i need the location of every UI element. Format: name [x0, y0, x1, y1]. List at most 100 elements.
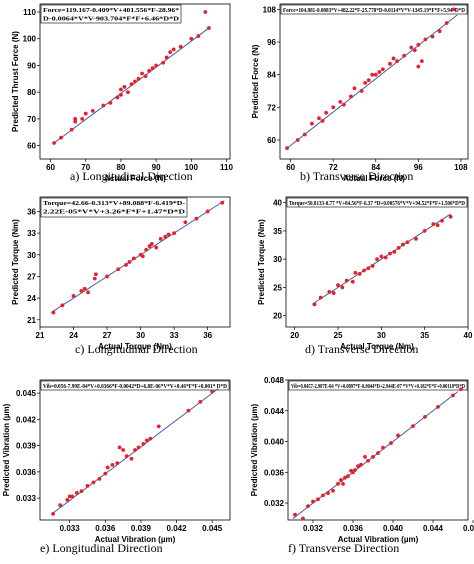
data-point [110, 462, 115, 467]
data-point [183, 220, 188, 225]
y-axis-label: Predicted Vibration (µm) [2, 403, 11, 496]
data-point [172, 231, 177, 236]
data-point [363, 80, 368, 85]
data-point [302, 132, 307, 137]
data-point [140, 254, 145, 259]
x-tick-label: 20 [290, 331, 299, 340]
data-point [186, 408, 191, 413]
data-point [194, 216, 199, 221]
data-point [126, 90, 130, 95]
data-point [392, 249, 397, 254]
x-tick-label: 108 [454, 163, 468, 172]
regression-equation: Torque=42.66-0.313*V+89.088*F-6.419*D- [43, 200, 185, 207]
y-axis-label: Predicted Torque (Nm) [257, 219, 266, 305]
data-point [412, 48, 417, 53]
x-tick-label: 0.045 [202, 524, 223, 533]
data-point [336, 481, 340, 486]
panel-caption: c) Longitudinal Direction [75, 342, 198, 356]
data-point [69, 127, 74, 132]
data-point [409, 45, 414, 50]
data-point [376, 451, 380, 455]
data-point [431, 222, 436, 227]
data-point [341, 481, 345, 486]
data-point [331, 105, 336, 110]
data-point [318, 295, 323, 300]
data-point [129, 82, 134, 87]
y-tick-label: 0.036 [264, 468, 285, 477]
data-point [353, 270, 358, 275]
x-tick-label: 84 [371, 163, 380, 172]
panel-caption: f) Transverse Direction [288, 541, 399, 555]
y-tick-label: 96 [267, 38, 276, 47]
fit-line [286, 14, 458, 149]
y-tick-label: 36 [27, 207, 36, 216]
data-point [405, 240, 410, 245]
data-point [52, 141, 56, 145]
x-tick-label: 25 [334, 331, 343, 340]
fit-line [311, 213, 451, 305]
x-tick-label: 0.044 [423, 524, 444, 533]
data-point [396, 245, 401, 250]
regression-equation: D-0.0064*V*V-903.704*F*F+6.46*D*D [43, 16, 179, 23]
data-point [444, 21, 449, 25]
data-point [401, 242, 405, 247]
panel-caption: d) Transverse Direction [305, 342, 418, 356]
x-tick-label: 72 [329, 163, 338, 172]
x-tick-label: 110 [220, 163, 233, 172]
data-point [73, 117, 78, 121]
y-tick-label: 0.033 [16, 494, 37, 503]
y-tick-label: 0.048 [264, 376, 285, 385]
data-point [366, 78, 371, 83]
x-axis-label: Actual Force (N) [343, 174, 405, 183]
data-point [133, 448, 137, 452]
y-axis-label: Predicted Thrust Force (N) [11, 31, 20, 132]
panel-caption: a) Longitudinal Direction [70, 169, 193, 183]
data-point [326, 491, 330, 495]
data-point [436, 405, 440, 409]
data-point [321, 493, 325, 498]
data-point [310, 121, 314, 126]
data-point [171, 47, 176, 52]
x-axis-label: Actual Vibration (µm) [338, 535, 419, 544]
x-tick-label: 30 [136, 331, 145, 340]
data-point [79, 288, 84, 293]
data-point [285, 146, 289, 151]
data-point [316, 497, 320, 502]
data-point [51, 310, 56, 315]
data-point [327, 290, 332, 294]
data-point [306, 504, 310, 509]
panel-6: Vib=0.0457-2.907E-04 *V+0.0897*F-0.0044*… [250, 376, 474, 555]
x-tick-label: 0.042 [167, 524, 188, 533]
data-point [293, 512, 297, 517]
data-point [133, 79, 137, 84]
data-point [395, 59, 399, 64]
y-tick-label: 30 [27, 251, 36, 260]
y-tick-label: 60 [27, 142, 36, 151]
data-point [158, 236, 163, 241]
fit-line [50, 200, 225, 313]
data-point [363, 455, 367, 459]
equation-box [286, 197, 468, 208]
equation-box [288, 380, 468, 391]
data-point [388, 61, 392, 66]
y-tick-label: 25 [273, 283, 282, 292]
data-point [381, 445, 385, 450]
data-point [370, 264, 375, 268]
data-point [437, 29, 442, 34]
regression-equation: Torque=50.8133-0.77 *V+84.56*F-6.37 *D+0… [289, 200, 465, 207]
data-point [131, 256, 136, 261]
data-point [388, 251, 392, 256]
data-point [119, 87, 123, 92]
data-point [366, 458, 370, 463]
data-point [359, 462, 363, 467]
x-tick-label: 96 [414, 163, 423, 172]
panel-2: Force=104.881-0.0883*V+482.22*F-25.778*D… [251, 3, 469, 183]
x-tick-label: 60 [46, 163, 55, 172]
data-point [379, 254, 384, 259]
data-point [389, 441, 393, 445]
data-point [422, 229, 427, 233]
data-point [402, 53, 407, 58]
data-point [83, 111, 88, 116]
data-point [353, 468, 357, 472]
